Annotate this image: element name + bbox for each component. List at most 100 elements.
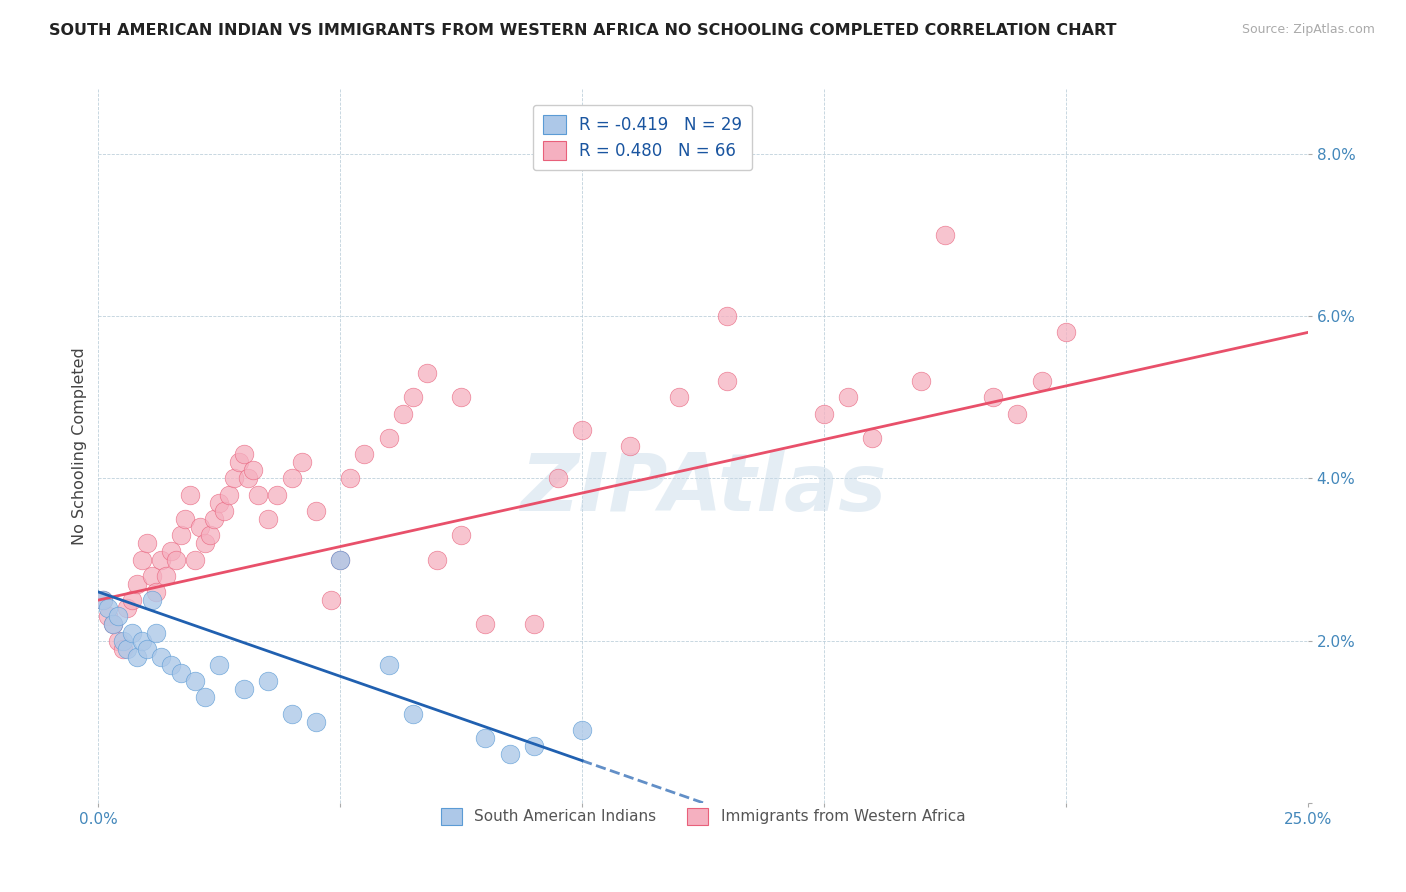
Point xyxy=(716,374,738,388)
Point xyxy=(222,471,245,485)
Point xyxy=(145,625,167,640)
Point xyxy=(155,568,177,582)
Point xyxy=(117,641,139,656)
Point xyxy=(329,552,352,566)
Point xyxy=(131,633,153,648)
Point xyxy=(101,617,124,632)
Point xyxy=(121,625,143,640)
Point xyxy=(547,471,569,485)
Point xyxy=(668,390,690,404)
Point xyxy=(169,528,191,542)
Point xyxy=(188,520,211,534)
Y-axis label: No Schooling Completed: No Schooling Completed xyxy=(72,347,87,545)
Point xyxy=(450,528,472,542)
Point xyxy=(91,593,114,607)
Point xyxy=(111,641,134,656)
Point xyxy=(165,552,187,566)
Point xyxy=(910,374,932,388)
Point xyxy=(474,617,496,632)
Point xyxy=(141,593,163,607)
Point xyxy=(281,471,304,485)
Point xyxy=(169,666,191,681)
Legend: South American Indians, Immigrants from Western Africa: South American Indians, Immigrants from … xyxy=(432,798,974,834)
Point xyxy=(474,731,496,745)
Point xyxy=(160,657,183,672)
Point xyxy=(329,552,352,566)
Point xyxy=(184,674,207,689)
Point xyxy=(523,739,546,753)
Point xyxy=(266,488,288,502)
Point xyxy=(204,512,226,526)
Text: SOUTH AMERICAN INDIAN VS IMMIGRANTS FROM WESTERN AFRICA NO SCHOOLING COMPLETED C: SOUTH AMERICAN INDIAN VS IMMIGRANTS FROM… xyxy=(49,23,1116,38)
Point xyxy=(127,577,149,591)
Point xyxy=(97,609,120,624)
Point xyxy=(1007,407,1029,421)
Point xyxy=(305,714,328,729)
Point xyxy=(498,747,520,761)
Point xyxy=(97,601,120,615)
Point xyxy=(228,455,250,469)
Point xyxy=(290,455,312,469)
Point xyxy=(256,512,278,526)
Point xyxy=(131,552,153,566)
Point xyxy=(198,528,221,542)
Point xyxy=(281,706,304,721)
Point xyxy=(121,593,143,607)
Point xyxy=(232,682,254,697)
Point xyxy=(238,471,260,485)
Point xyxy=(150,552,173,566)
Point xyxy=(91,593,114,607)
Point xyxy=(208,496,231,510)
Point xyxy=(179,488,201,502)
Point xyxy=(377,657,399,672)
Point xyxy=(571,423,593,437)
Point xyxy=(117,601,139,615)
Point xyxy=(127,649,149,664)
Point xyxy=(232,447,254,461)
Point xyxy=(135,536,157,550)
Point xyxy=(256,674,278,689)
Point xyxy=(107,633,129,648)
Point xyxy=(837,390,859,404)
Point xyxy=(934,228,956,243)
Point xyxy=(523,617,546,632)
Point xyxy=(160,544,183,558)
Point xyxy=(1031,374,1053,388)
Point xyxy=(305,504,328,518)
Point xyxy=(194,690,217,705)
Point xyxy=(981,390,1004,404)
Point xyxy=(184,552,207,566)
Point xyxy=(319,593,342,607)
Point xyxy=(135,641,157,656)
Point xyxy=(353,447,375,461)
Point xyxy=(145,585,167,599)
Point xyxy=(377,431,399,445)
Point xyxy=(107,609,129,624)
Point xyxy=(392,407,415,421)
Point xyxy=(242,463,264,477)
Point xyxy=(212,504,235,518)
Point xyxy=(716,310,738,324)
Point xyxy=(571,723,593,737)
Point xyxy=(619,439,641,453)
Point xyxy=(860,431,883,445)
Point xyxy=(141,568,163,582)
Point xyxy=(101,617,124,632)
Point xyxy=(174,512,197,526)
Point xyxy=(218,488,240,502)
Point xyxy=(111,633,134,648)
Point xyxy=(150,649,173,664)
Point xyxy=(416,366,439,380)
Point xyxy=(426,552,449,566)
Point xyxy=(208,657,231,672)
Point xyxy=(247,488,270,502)
Point xyxy=(450,390,472,404)
Text: ZIPAtlas: ZIPAtlas xyxy=(520,450,886,528)
Text: Source: ZipAtlas.com: Source: ZipAtlas.com xyxy=(1241,23,1375,37)
Point xyxy=(402,706,425,721)
Point xyxy=(402,390,425,404)
Point xyxy=(1054,326,1077,340)
Point xyxy=(339,471,361,485)
Point xyxy=(194,536,217,550)
Point xyxy=(813,407,835,421)
